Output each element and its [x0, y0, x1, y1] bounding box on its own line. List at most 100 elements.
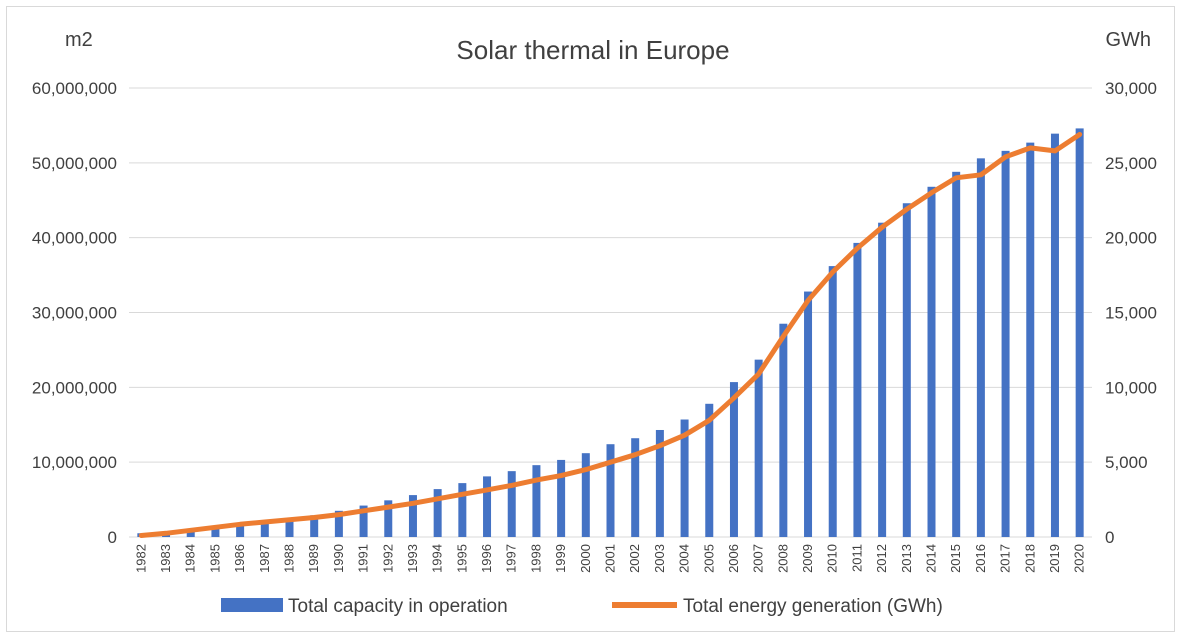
left-tick-label: 60,000,000 [32, 79, 117, 98]
bar-1984 [186, 529, 195, 537]
x-tick-label: 2004 [677, 544, 692, 573]
bar-1992 [384, 500, 393, 537]
chart-title: Solar thermal in Europe [456, 35, 729, 65]
bar-2009 [804, 291, 813, 537]
x-tick-label: 1984 [183, 544, 198, 573]
bar-1988 [285, 519, 294, 537]
left-axis-unit: m2 [65, 29, 93, 51]
x-tick-label: 1993 [405, 544, 420, 573]
x-tick-label: 2010 [825, 544, 840, 573]
x-tick-label: 2017 [998, 544, 1013, 573]
right-tick-label: 25,000 [1105, 154, 1157, 173]
x-tick-label: 2002 [627, 544, 642, 573]
x-tick-label: 1987 [257, 544, 272, 573]
bar-2007 [754, 359, 763, 537]
x-tick-label: 2019 [1047, 544, 1062, 573]
x-tick-label: 2007 [751, 544, 766, 573]
legend-label-energy: Total energy generation (GWh) [683, 596, 943, 617]
x-tick-label: 1995 [454, 544, 469, 573]
bar-2019 [1050, 133, 1059, 538]
x-tick-label: 2001 [603, 544, 618, 573]
x-tick-label: 1994 [430, 544, 445, 573]
x-tick-label: 2009 [800, 544, 815, 573]
x-tick-label: 2008 [775, 544, 790, 573]
x-tick-label: 2018 [1022, 544, 1037, 573]
x-tick-label: 1991 [356, 544, 371, 573]
bar-1996 [483, 476, 492, 537]
bar-1995 [458, 483, 467, 537]
left-tick-label: 0 [108, 528, 117, 547]
legend-swatch-capacity [221, 598, 283, 612]
bar-1999 [557, 459, 566, 537]
x-tick-label: 2020 [1072, 544, 1087, 573]
bar-2004 [680, 419, 689, 537]
x-tick-label: 2011 [849, 544, 864, 572]
bar-2018 [1026, 142, 1035, 537]
bar-1986 [236, 524, 245, 537]
x-tick-label: 1992 [380, 544, 395, 573]
bar-1987 [260, 522, 269, 537]
right-tick-label: 20,000 [1105, 229, 1157, 248]
right-axis-ticks: 0 5,000 10,000 15,000 20,000 25,000 30,000 [1105, 79, 1157, 547]
bar-2001 [606, 444, 615, 537]
x-tick-label: 1988 [282, 544, 297, 573]
x-tick-label: 2005 [701, 544, 716, 573]
left-tick-label: 50,000,000 [32, 154, 117, 173]
right-tick-label: 30,000 [1105, 79, 1157, 98]
bar-1994 [433, 489, 442, 537]
bar-2017 [1001, 150, 1010, 538]
bar-1998 [532, 465, 541, 537]
bar-1990 [334, 510, 343, 537]
x-tick-label: 1997 [504, 544, 519, 573]
x-tick-label: 1983 [158, 544, 173, 573]
bar-2016 [976, 158, 985, 538]
x-tick-label: 1998 [528, 544, 543, 573]
x-tick-label: 2006 [726, 544, 741, 573]
x-tick-label: 2000 [578, 544, 593, 573]
bar-2003 [655, 429, 664, 537]
right-tick-label: 15,000 [1105, 304, 1157, 323]
bar-1985 [211, 527, 220, 537]
x-tick-label: 2015 [948, 544, 963, 573]
x-tick-label: 1999 [553, 544, 568, 573]
x-tick-label: 1989 [306, 544, 321, 573]
right-tick-label: 5,000 [1105, 453, 1148, 472]
solar-thermal-chart: Solar thermal in Europe m2 GWh 0 10,000,0… [32, 29, 1157, 617]
bar-2020 [1075, 128, 1084, 537]
bar-2013 [902, 203, 911, 537]
right-tick-label: 0 [1105, 528, 1114, 547]
x-tick-label: 1990 [331, 544, 346, 573]
capacity-bars [137, 128, 1084, 538]
bar-2011 [853, 242, 862, 537]
bar-2014 [927, 186, 936, 537]
bar-2008 [779, 323, 788, 537]
left-axis-ticks: 0 10,000,000 20,000,000 30,000,000 40,000,00… [32, 79, 117, 547]
bar-1991 [359, 505, 368, 537]
x-tick-label: 2013 [899, 544, 914, 573]
bar-2002 [631, 438, 640, 537]
bar-2015 [952, 171, 961, 537]
bar-2006 [729, 382, 738, 537]
x-tick-label: 2012 [874, 544, 889, 573]
left-tick-label: 20,000,000 [32, 378, 117, 397]
x-tick-label: 1985 [207, 544, 222, 573]
x-tick-label: 1982 [133, 544, 148, 573]
left-tick-label: 10,000,000 [32, 453, 117, 472]
right-tick-label: 10,000 [1105, 378, 1157, 397]
chart-frame: Solar thermal in Europe m2 GWh 0 10,000,0… [6, 6, 1175, 632]
x-tick-label: 1996 [479, 544, 494, 573]
left-tick-label: 30,000,000 [32, 304, 117, 323]
energy-line-layer [138, 131, 1083, 538]
x-tick-label: 2014 [924, 544, 939, 573]
x-tick-label: 2016 [973, 544, 988, 573]
bar-1997 [507, 471, 516, 537]
bar-2000 [581, 453, 590, 537]
legend: Total capacity in operation Total energy… [221, 596, 943, 617]
bar-2012 [878, 222, 887, 537]
x-axis-ticks: 1982 1983 1984 1985 1986 1987 1988 1989 1990 1991… [133, 544, 1086, 573]
bar-2010 [828, 266, 837, 537]
bar-1993 [408, 495, 417, 537]
right-axis-unit: GWh [1105, 29, 1151, 51]
bar-1989 [310, 515, 319, 537]
left-tick-label: 40,000,000 [32, 229, 117, 248]
